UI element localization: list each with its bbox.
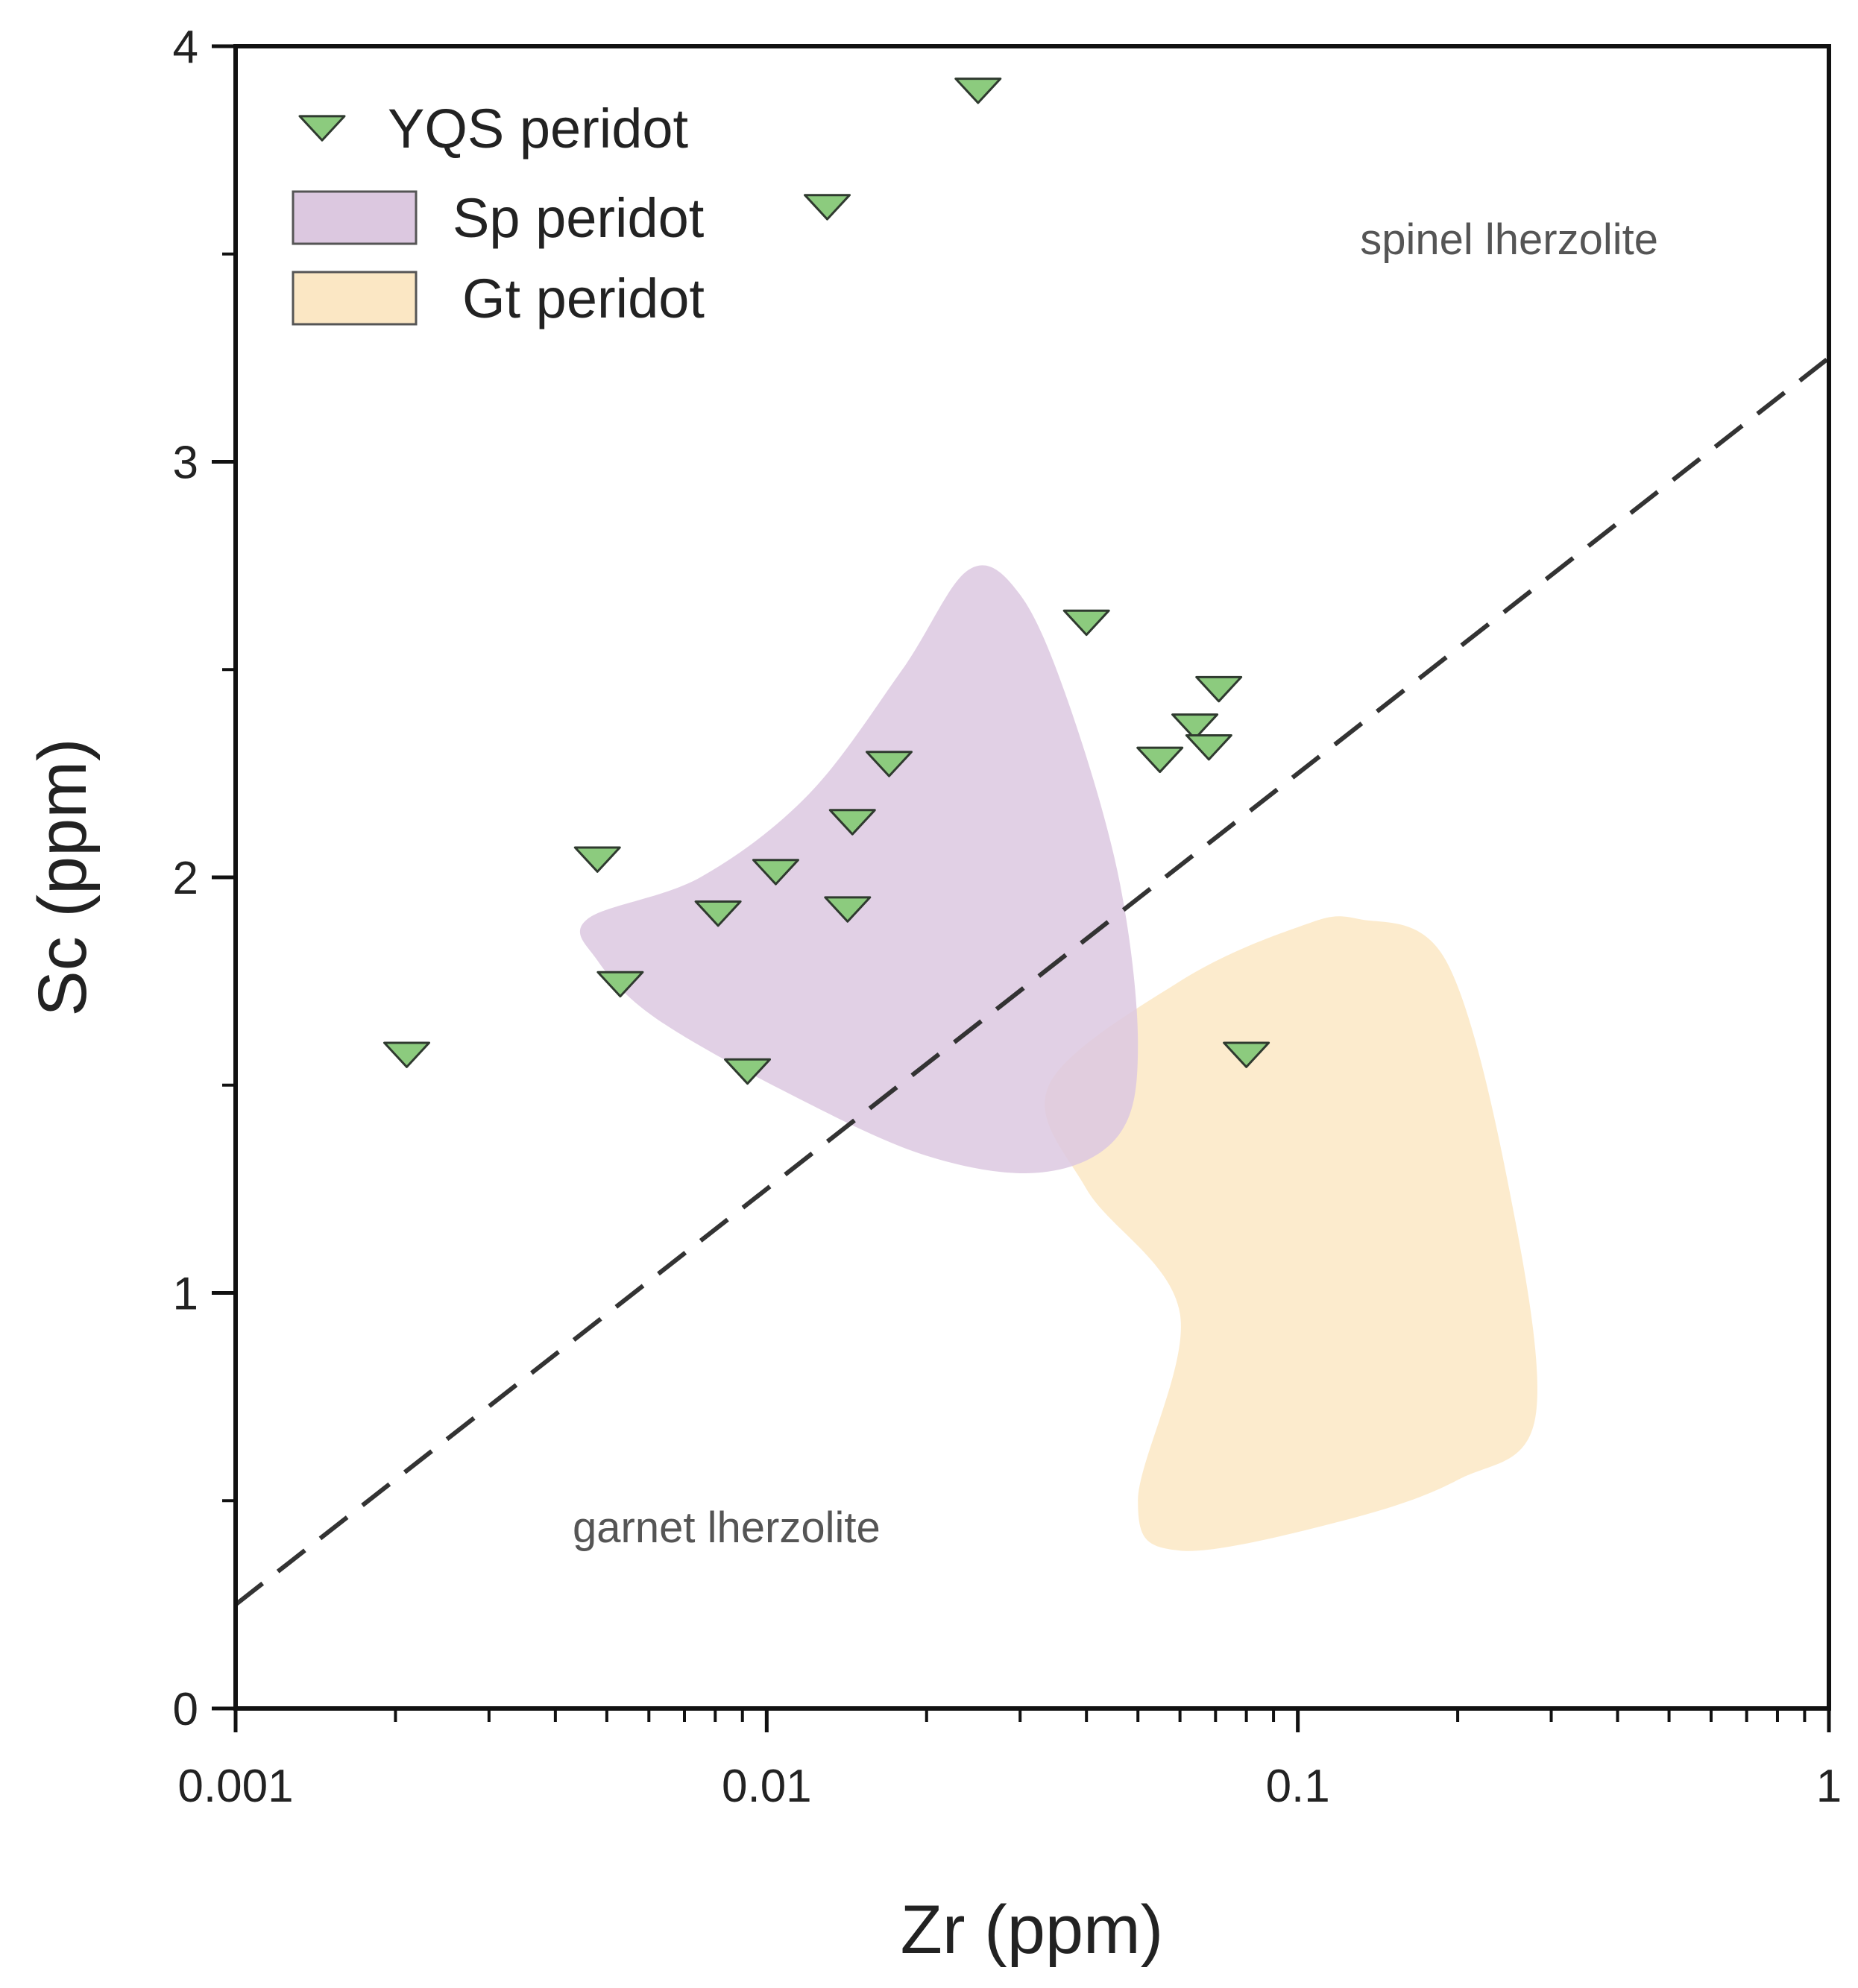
- data-point-4: [1195, 675, 1243, 703]
- annotation-layer: spinel lherzolite garnet lherzolite: [573, 215, 1658, 1552]
- data-point-11: [752, 859, 799, 886]
- data-point-10: [573, 846, 621, 873]
- data-point-16: [724, 1058, 772, 1085]
- y-tick-label: 0: [173, 1684, 198, 1735]
- data-point-8: [865, 751, 913, 777]
- y-tick-label: 3: [173, 438, 198, 489]
- legend-marker-yqs-peridot: [298, 115, 346, 142]
- data-point-13: [824, 896, 872, 923]
- reference-line: [236, 356, 1829, 1606]
- data-point-15: [383, 1041, 431, 1068]
- data-point-6: [1185, 733, 1232, 761]
- data-point-2: [803, 194, 851, 221]
- legend: YQS peridot Sp peridot Gt peridot: [292, 98, 705, 329]
- field-sp-peridot: [579, 565, 1139, 1174]
- y-tick-label: 4: [173, 22, 198, 73]
- data-point-14: [596, 971, 644, 998]
- y-tick-label: 1: [173, 1269, 198, 1320]
- x-tick-label: 1: [1816, 1761, 1842, 1812]
- y-tick-label: 2: [173, 853, 198, 904]
- legend-label-gt-peridot: Gt peridot: [462, 268, 705, 329]
- data-point-17: [1223, 1041, 1270, 1068]
- data-point-1: [954, 78, 1002, 104]
- legend-label-yqs-peridot: YQS peridot: [388, 98, 689, 160]
- x-tick-label: 0.001: [177, 1761, 293, 1812]
- points-layer: [383, 78, 1270, 1085]
- field-gt-peridot: [1045, 916, 1537, 1551]
- annotation-garnet-lherzolite: garnet lherzolite: [573, 1503, 881, 1552]
- x-tick-label: 0.01: [722, 1761, 812, 1812]
- annotation-spinel-lherzolite: spinel lherzolite: [1360, 215, 1658, 264]
- axes-layer: 0.001 0.01 0.1 1 0 1 2 3 4: [173, 22, 1842, 1812]
- data-point-9: [828, 809, 876, 836]
- data-point-7: [1136, 746, 1184, 774]
- x-axis-title: Zr (ppm): [901, 1892, 1164, 1968]
- fields-layer: [579, 565, 1537, 1551]
- legend-swatch-gt-peridot: [292, 271, 418, 326]
- data-point-3: [1062, 609, 1110, 637]
- x-tick-label: 0.1: [1266, 1761, 1330, 1812]
- data-point-5: [1171, 713, 1219, 740]
- data-point-12: [694, 900, 742, 927]
- legend-swatch-sp-peridot: [292, 190, 418, 245]
- reference-line-layer: [236, 356, 1829, 1606]
- y-axis-title: Sc (ppm): [25, 738, 101, 1016]
- legend-label-sp-peridot: Sp peridot: [453, 187, 705, 249]
